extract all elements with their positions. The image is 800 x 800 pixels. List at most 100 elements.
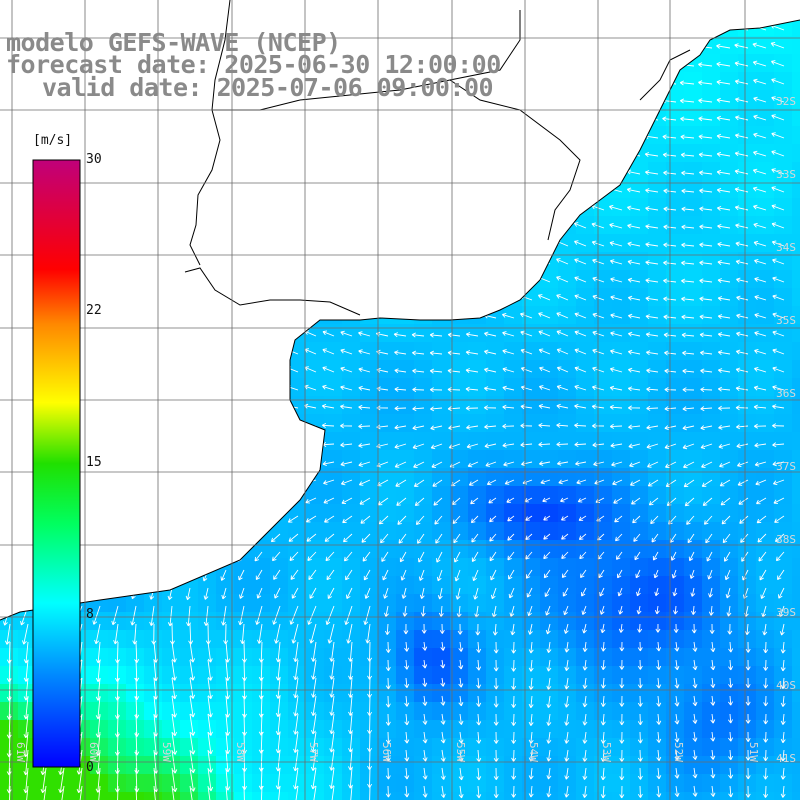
direction-arrow	[306, 533, 317, 542]
direction-arrow	[267, 186, 281, 193]
direction-arrow	[627, 349, 641, 355]
direction-arrow	[0, 114, 11, 121]
direction-arrow	[180, 479, 191, 487]
direction-arrow	[88, 404, 101, 410]
direction-arrow	[507, 551, 515, 561]
direction-arrow	[745, 731, 751, 742]
direction-arrow	[111, 605, 119, 626]
direction-arrow	[0, 349, 11, 355]
direction-arrow	[483, 223, 497, 229]
direction-arrow	[324, 533, 335, 542]
direction-arrow	[735, 349, 749, 355]
direction-arrow	[122, 133, 137, 139]
direction-arrow	[574, 258, 587, 265]
direction-arrow	[582, 767, 588, 780]
direction-arrow	[490, 587, 497, 600]
direction-arrow	[555, 77, 569, 85]
latitude-label: 40S	[776, 679, 796, 692]
direction-arrow	[123, 223, 137, 229]
direction-arrow	[415, 515, 425, 525]
direction-arrow	[465, 350, 479, 356]
direction-arrow	[736, 277, 749, 283]
direction-arrow	[308, 569, 317, 581]
direction-arrow	[715, 25, 731, 31]
direction-arrow	[445, 26, 461, 32]
direction-arrow	[141, 332, 155, 338]
direction-arrow	[582, 785, 588, 798]
direction-arrow	[656, 641, 662, 652]
direction-arrow	[637, 623, 643, 633]
direction-arrow	[185, 587, 191, 601]
direction-arrow	[608, 60, 623, 67]
direction-arrow	[753, 204, 767, 211]
direction-arrow	[728, 641, 734, 653]
longitude-label: 61W	[14, 742, 27, 762]
direction-arrow	[232, 461, 245, 468]
direction-arrow	[339, 186, 353, 193]
direction-arrow	[561, 569, 569, 579]
direction-arrow	[757, 533, 767, 543]
direction-arrow	[510, 623, 516, 636]
direction-arrow	[143, 479, 155, 487]
direction-arrow	[214, 424, 227, 430]
direction-arrow	[683, 461, 695, 469]
direction-arrow	[429, 387, 443, 393]
direction-arrow	[109, 533, 119, 543]
direction-arrow	[429, 350, 443, 356]
direction-arrow	[520, 385, 533, 391]
direction-arrow	[501, 222, 515, 229]
direction-arrow	[447, 368, 461, 374]
direction-arrow	[437, 587, 443, 600]
direction-arrow	[395, 479, 407, 487]
direction-arrow	[16, 276, 29, 283]
direction-arrow	[339, 132, 353, 139]
direction-arrow	[158, 206, 173, 212]
direction-arrow	[525, 533, 533, 541]
direction-arrow	[16, 385, 29, 391]
direction-arrow	[483, 259, 497, 265]
direction-arrow	[329, 713, 335, 735]
direction-arrow	[458, 785, 464, 799]
direction-arrow	[15, 186, 29, 193]
direction-arrow	[309, 587, 317, 599]
direction-arrow	[511, 785, 517, 798]
direction-arrow	[232, 405, 245, 411]
direction-arrow	[159, 350, 173, 356]
direction-arrow	[124, 386, 137, 392]
direction-arrow	[545, 605, 551, 616]
direction-arrow	[717, 368, 731, 374]
direction-arrow	[189, 695, 196, 718]
direction-arrow	[94, 623, 101, 645]
direction-arrow	[358, 349, 371, 355]
direction-arrow	[183, 533, 191, 545]
direction-arrow	[238, 605, 245, 626]
longitude-label: 55W	[454, 742, 467, 762]
direction-arrow	[617, 569, 623, 579]
direction-arrow	[105, 295, 119, 301]
direction-arrow	[637, 695, 643, 707]
direction-arrow	[610, 295, 623, 301]
direction-arrow	[198, 479, 209, 487]
direction-arrow	[289, 551, 299, 561]
valid-date: valid date: 2025-07-06 09:00:00	[42, 73, 494, 102]
direction-arrow	[564, 695, 570, 708]
direction-arrow	[600, 785, 606, 799]
direction-arrow	[358, 442, 371, 448]
direction-arrow	[555, 59, 569, 67]
direction-arrow	[520, 204, 533, 211]
direction-arrow	[582, 713, 588, 726]
direction-arrow	[698, 134, 713, 140]
direction-arrow	[555, 131, 569, 139]
direction-arrow	[690, 587, 696, 597]
direction-arrow	[520, 404, 533, 410]
longitude-label: 58W	[234, 742, 247, 762]
direction-arrow	[440, 749, 446, 762]
direction-arrow	[125, 497, 137, 506]
direction-arrow	[322, 366, 335, 373]
direction-arrow	[556, 222, 569, 229]
direction-arrow	[772, 479, 785, 486]
direction-arrow	[189, 677, 196, 699]
direction-arrow	[194, 152, 209, 158]
direction-arrow	[681, 170, 695, 176]
direction-arrow	[447, 260, 461, 266]
